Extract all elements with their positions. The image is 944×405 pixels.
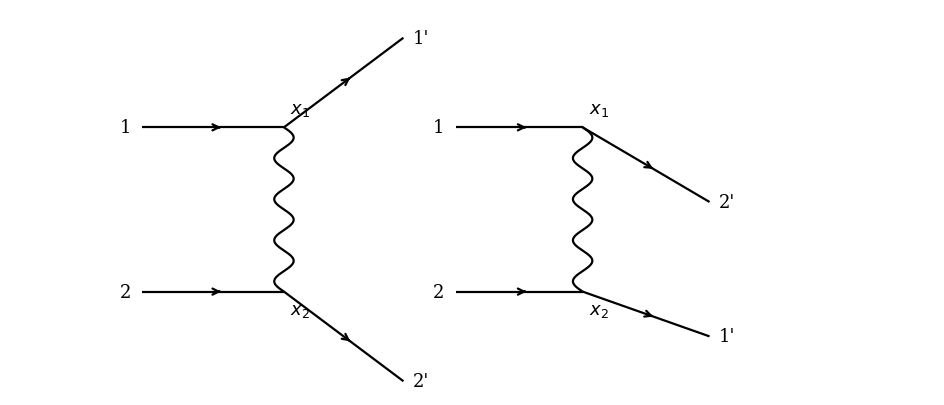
Text: 1: 1 bbox=[432, 119, 444, 137]
Text: 2': 2' bbox=[412, 372, 429, 390]
Text: $x_1$: $x_1$ bbox=[588, 101, 608, 119]
Text: $x_2$: $x_2$ bbox=[290, 301, 310, 319]
Text: 1': 1' bbox=[717, 328, 734, 345]
Text: 1': 1' bbox=[412, 30, 429, 48]
Text: 2: 2 bbox=[119, 283, 130, 301]
Text: 2': 2' bbox=[717, 194, 734, 211]
Text: $x_2$: $x_2$ bbox=[588, 301, 608, 319]
Text: 2: 2 bbox=[432, 283, 444, 301]
Text: 1: 1 bbox=[119, 119, 130, 137]
Text: $x_1$: $x_1$ bbox=[290, 101, 310, 119]
